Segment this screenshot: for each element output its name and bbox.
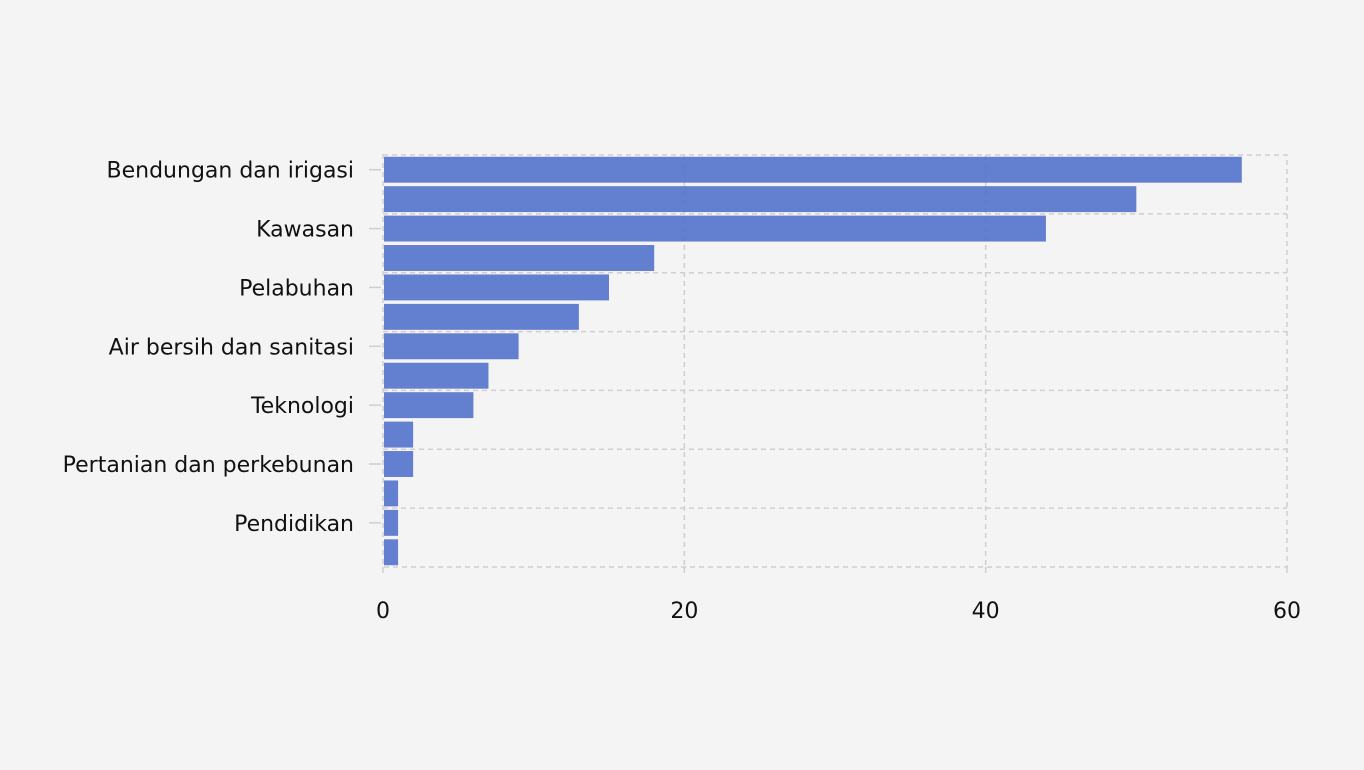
plot-frame — [382, 154, 1288, 568]
x-tick-label: 20 — [670, 599, 698, 624]
bar — [384, 333, 519, 360]
bar — [384, 156, 1242, 183]
bar — [384, 421, 414, 448]
y-tick-label: Pertanian dan perkebunan — [63, 453, 354, 478]
bar — [384, 392, 474, 419]
bar — [384, 362, 489, 389]
bar — [384, 303, 579, 330]
bar — [384, 186, 1137, 213]
y-tick-label: Pelabuhan — [239, 276, 354, 301]
bar — [384, 539, 399, 566]
bars-layer — [384, 156, 1242, 566]
x-axis-ticks: 0 20 40 60 — [376, 567, 1301, 624]
bar — [384, 480, 399, 507]
y-tick-label: Bendungan dan irigasi — [107, 159, 354, 184]
bar — [384, 245, 655, 271]
bar — [384, 451, 414, 477]
bar — [384, 274, 609, 301]
y-tick-label: Teknologi — [250, 394, 354, 419]
y-tick-label: Air bersih dan sanitasi — [109, 335, 354, 360]
x-tick-label: 0 — [376, 599, 390, 624]
bar — [384, 509, 399, 536]
y-tick-label: Kawasan — [256, 218, 354, 243]
x-tick-label: 60 — [1273, 599, 1301, 624]
y-axis-labels: Bendungan dan irigasi Kawasan Pelabuhan Air… — [63, 159, 381, 537]
y-tick-label: Pendidikan — [234, 512, 354, 537]
x-tick-label: 40 — [972, 599, 1000, 624]
bar — [384, 215, 1046, 242]
grid-layer — [382, 154, 1288, 568]
